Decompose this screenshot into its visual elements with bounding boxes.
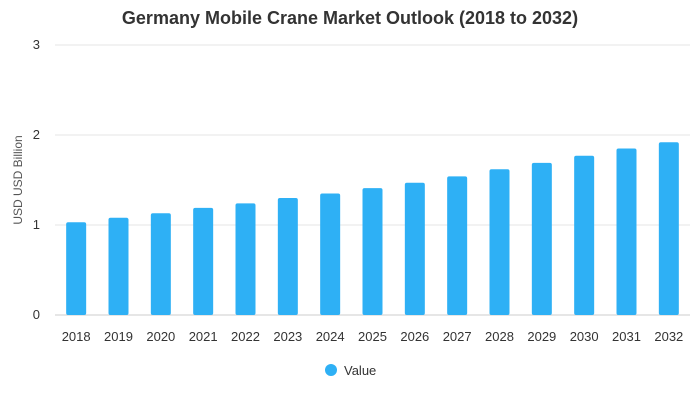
x-tick-label: 2022 [231,329,260,344]
x-tick-label: 2031 [612,329,641,344]
chart-title: Germany Mobile Crane Market Outlook (201… [121,8,579,28]
bar-2021[interactable] [193,207,214,315]
bars [66,142,679,315]
bar-2020[interactable] [150,213,171,315]
bar-2029[interactable] [531,162,552,315]
x-tick-label: 2028 [485,329,514,344]
x-tick-label: 2032 [654,329,683,344]
bar-2024[interactable] [320,193,341,316]
legend[interactable]: Value [325,363,376,378]
x-tick-label: 2027 [443,329,472,344]
x-tick-label: 2030 [570,329,599,344]
x-tick-label: 2021 [189,329,218,344]
x-tick-label: 2023 [273,329,302,344]
x-tick-label: 2020 [146,329,175,344]
y-tick-label: 2 [33,127,40,142]
legend-label: Value [344,363,376,378]
bar-2018[interactable] [66,222,87,315]
x-tick-label: 2026 [400,329,429,344]
x-tick-label: 2025 [358,329,387,344]
x-axis-ticks: 2018 2019 2020 2021 2022 2023 2024 2025 2026 2027… [62,329,684,344]
x-tick-label: 2029 [527,329,556,344]
bar-2028[interactable] [489,169,510,315]
x-tick-label: 2018 [62,329,91,344]
x-tick-label: 2024 [316,329,345,344]
bar-2025[interactable] [362,188,383,315]
bar-2026[interactable] [404,182,425,315]
legend-swatch-icon [325,364,337,376]
bar-2031[interactable] [616,148,637,316]
y-tick-label: 1 [33,217,40,232]
x-tick-label: 2019 [104,329,133,344]
bar-2030[interactable] [574,155,595,315]
y-tick-label: 3 [33,37,40,52]
bar-2027[interactable] [447,176,468,315]
bar-2019[interactable] [108,217,129,315]
y-axis-title: USD USD Billion [11,135,25,224]
y-tick-label: 0 [33,307,40,322]
bar-2022[interactable] [235,203,256,315]
bar-2032[interactable] [658,142,679,315]
y-axis-ticks: 0 1 2 3 [33,37,40,322]
bar-2023[interactable] [277,198,298,315]
